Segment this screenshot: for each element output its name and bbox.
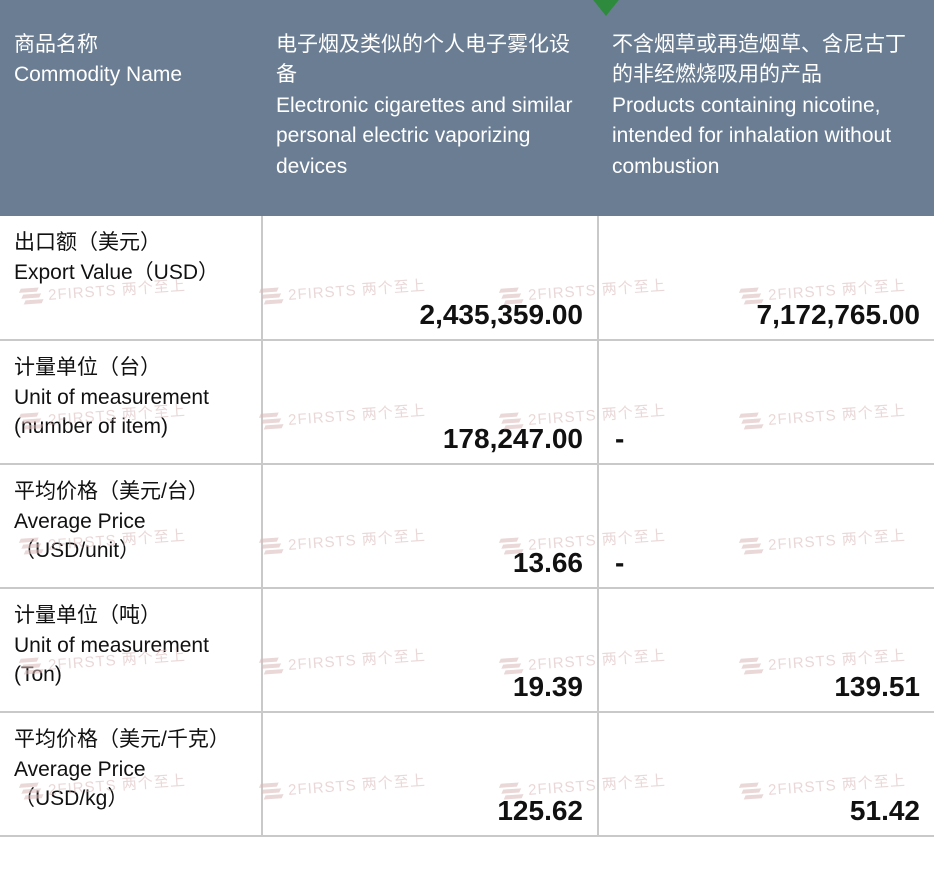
row-label: 平均价格（美元/千克） Average Price （USD/kg）	[0, 712, 262, 836]
commodity-export-table: 商品名称 Commodity Name 电子烟及类似的个人电子雾化设备 Elec…	[0, 0, 934, 837]
value-text: 139.51	[834, 671, 920, 703]
header-cn: 电子烟及类似的个人电子雾化设备	[276, 30, 584, 91]
table-row: 计量单位（台） Unit of measurement (number of i…	[0, 340, 934, 464]
header-cn: 商品名称	[14, 30, 248, 60]
cell-value: 178,247.00	[262, 340, 598, 464]
value-text: 7,172,765.00	[757, 299, 921, 331]
cell-value: 139.51	[598, 588, 934, 712]
header-commodity-name: 商品名称 Commodity Name	[0, 0, 262, 216]
header-en: Electronic cigarettes and similar person…	[276, 91, 584, 182]
label-cn: 出口额（美元）	[14, 231, 161, 254]
cell-value: -	[598, 464, 934, 588]
cell-value: 2,435,359.00	[262, 216, 598, 340]
cell-value: 19.39	[262, 588, 598, 712]
value-text: 13.66	[513, 547, 583, 579]
label-cn: 平均价格（美元/台）	[14, 480, 209, 503]
header-ecig-devices: 电子烟及类似的个人电子雾化设备 Electronic cigarettes an…	[262, 0, 598, 216]
label-en: Average Price （USD/unit）	[14, 510, 146, 562]
table-row: 出口额（美元） Export Value（USD） 2,435,359.00 7…	[0, 216, 934, 340]
label-en: Unit of measurement (Ton)	[14, 634, 209, 686]
table-row: 计量单位（吨） Unit of measurement (Ton) 19.39 …	[0, 588, 934, 712]
header-nicotine-products: 不含烟草或再造烟草、含尼古丁的非经燃烧吸用的产品 Products contai…	[598, 0, 934, 216]
label-en: Export Value（USD）	[14, 261, 219, 284]
value-text: -	[615, 423, 624, 455]
header-triangle-marker	[590, 0, 622, 16]
header-en: Products containing nicotine, intended f…	[612, 91, 920, 182]
value-text: 178,247.00	[443, 423, 583, 455]
cell-value: 51.42	[598, 712, 934, 836]
header-cn: 不含烟草或再造烟草、含尼古丁的非经燃烧吸用的产品	[612, 30, 920, 91]
value-text: 19.39	[513, 671, 583, 703]
value-text: 125.62	[497, 795, 583, 827]
table-row: 平均价格（美元/千克） Average Price （USD/kg） 125.6…	[0, 712, 934, 836]
row-label: 计量单位（吨） Unit of measurement (Ton)	[0, 588, 262, 712]
table-header-row: 商品名称 Commodity Name 电子烟及类似的个人电子雾化设备 Elec…	[0, 0, 934, 216]
header-en: Commodity Name	[14, 60, 248, 90]
cell-value: -	[598, 340, 934, 464]
value-text: 51.42	[850, 795, 920, 827]
row-label: 平均价格（美元/台） Average Price （USD/unit）	[0, 464, 262, 588]
cell-value: 7,172,765.00	[598, 216, 934, 340]
label-en: Unit of measurement (number of item)	[14, 386, 209, 438]
cell-value: 13.66	[262, 464, 598, 588]
value-text: -	[615, 547, 624, 579]
row-label: 出口额（美元） Export Value（USD）	[0, 216, 262, 340]
table-body: 出口额（美元） Export Value（USD） 2,435,359.00 7…	[0, 216, 934, 836]
value-text: 2,435,359.00	[420, 299, 584, 331]
table-row: 平均价格（美元/台） Average Price （USD/unit） 13.6…	[0, 464, 934, 588]
label-en: Average Price （USD/kg）	[14, 758, 146, 810]
label-cn: 计量单位（台）	[14, 356, 161, 379]
label-cn: 平均价格（美元/千克）	[14, 728, 230, 751]
cell-value: 125.62	[262, 712, 598, 836]
row-label: 计量单位（台） Unit of measurement (number of i…	[0, 340, 262, 464]
label-cn: 计量单位（吨）	[14, 604, 161, 627]
